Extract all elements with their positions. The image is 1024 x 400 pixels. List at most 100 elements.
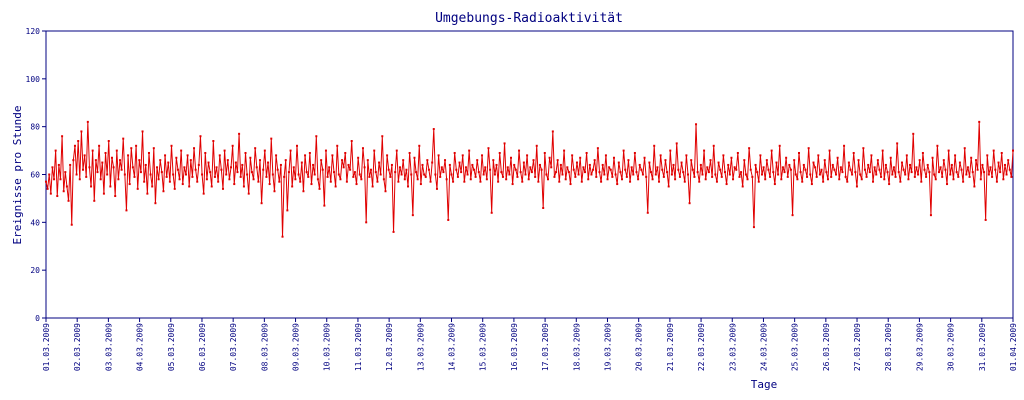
data-point [823,159,826,162]
data-point [91,149,94,152]
data-point [358,173,361,176]
data-point [896,142,899,145]
data-point [994,168,997,171]
data-point [114,195,117,198]
data-point [199,135,202,138]
data-point [937,171,940,174]
data-point [370,168,373,171]
data-point [931,156,934,159]
data-point [970,156,973,159]
data-point [53,178,56,181]
data-point [603,173,606,176]
data-point [85,175,88,178]
data-point [527,178,530,181]
data-point [555,171,558,174]
data-point [601,163,604,166]
x-tick-label: 17.03.2009 [541,323,550,371]
data-point [61,135,64,138]
data-point [162,190,165,193]
data-point [481,154,484,157]
data-point [138,159,141,162]
data-point [976,168,979,171]
data-point [472,168,475,171]
y-tick-label: 60 [30,171,40,180]
data-point [917,173,920,176]
data-point [619,171,622,174]
data-point [193,147,196,150]
data-point [587,178,590,181]
data-point [701,173,704,176]
data-point [897,171,900,174]
data-point [410,173,413,176]
data-point [891,173,894,176]
data-point [643,156,646,159]
data-point [236,171,239,174]
data-point [547,178,549,181]
data-point [653,144,656,147]
data-point [45,180,47,183]
data-point [672,163,675,166]
data-point [723,171,726,174]
data-point [278,180,281,183]
data-point [210,185,213,188]
data-point [981,163,984,166]
data-point [926,163,929,166]
data-point [398,166,401,169]
data-point [809,173,812,176]
data-point [46,187,49,190]
data-point [649,171,652,174]
data-point [183,166,186,169]
data-point [793,159,796,162]
x-tick-label: 01.03.2009 [42,323,51,371]
data-point [231,144,234,147]
data-point [86,120,89,123]
data-point [773,183,776,186]
data-point [744,173,747,176]
data-point [260,202,263,205]
data-point [875,173,878,176]
data-point [365,221,368,224]
data-point [624,168,627,171]
data-point [949,173,952,176]
data-point [635,171,638,174]
data-point [186,154,189,157]
data-point [117,178,120,181]
data-point [461,154,464,157]
data-point [522,161,525,164]
data-point [617,161,620,164]
data-point [402,159,405,162]
data-point [407,185,410,188]
data-point [553,175,556,178]
x-axis: 01.03.2009 02.03.2009 03.03.2009 04.03.2009… [42,318,1018,371]
data-point [492,159,495,162]
data-point [612,156,615,159]
data-point [812,161,815,164]
data-point [944,168,947,171]
data-point [244,151,247,154]
data-point [870,154,873,157]
data-point [905,154,908,157]
data-point [810,183,813,186]
data-point [444,159,447,162]
data-point [135,144,138,147]
data-point [550,166,553,169]
data-point [1003,163,1006,166]
data-point [646,211,649,214]
data-point [437,154,440,157]
data-point [234,161,237,164]
data-point [90,185,93,188]
data-point [807,147,810,150]
data-point [683,180,686,183]
data-point [194,168,197,171]
data-point [508,173,511,176]
data-point [165,175,168,178]
data-point [537,180,540,183]
x-tick-label: 04.03.2009 [136,323,145,371]
data-point [873,166,876,169]
data-point [1002,178,1005,181]
data-point [559,163,562,166]
x-axis-label: Tage [751,378,778,391]
data-point [551,130,554,133]
data-point [345,180,348,183]
data-point [521,180,524,183]
